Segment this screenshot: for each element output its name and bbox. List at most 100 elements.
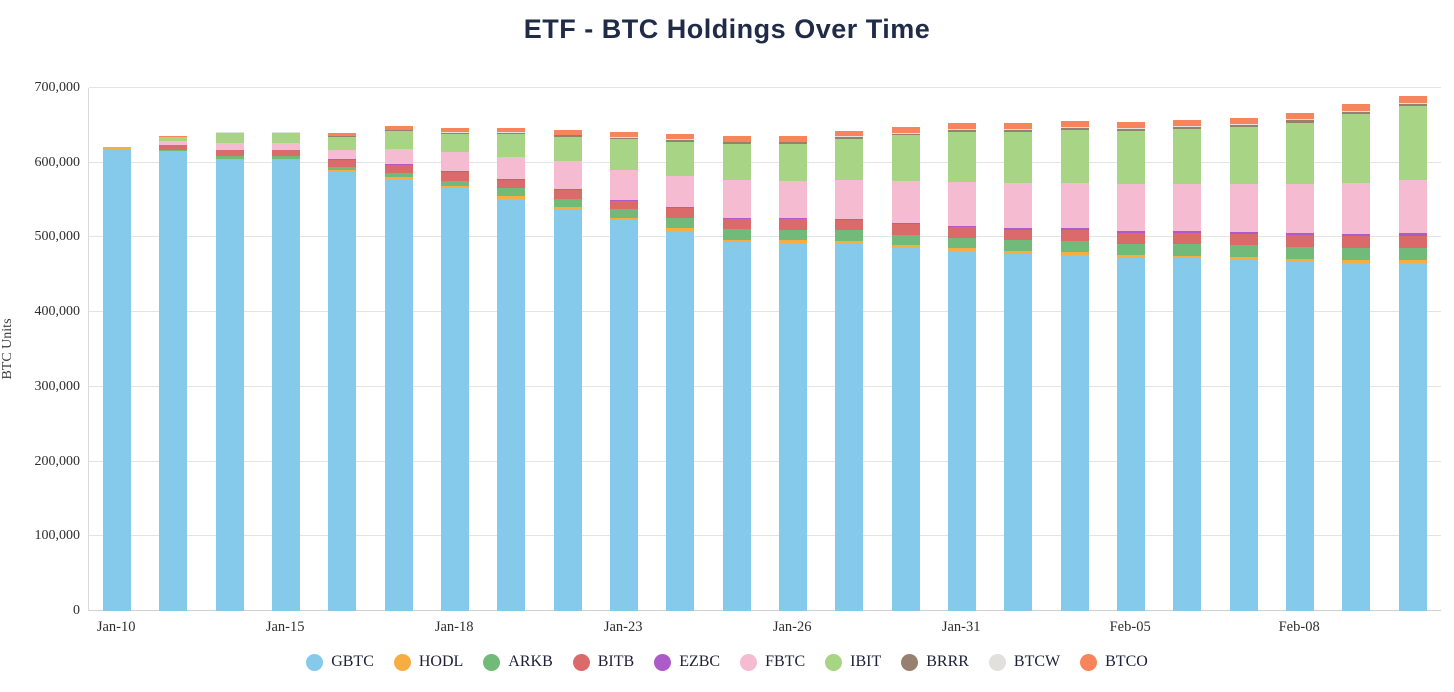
bar-segment-HODL[interactable] [1398, 259, 1427, 263]
bar-segment-BITB[interactable] [666, 208, 695, 219]
bar-segment-BTCO[interactable] [1004, 122, 1033, 129]
bar-segment-BTCW[interactable] [891, 132, 920, 134]
bar-segment-BTCW[interactable] [1117, 127, 1146, 129]
bar-segment-EZBC[interactable] [1229, 232, 1258, 235]
bar-segment-IBIT[interactable] [384, 131, 413, 150]
bar-segment-BITB[interactable] [610, 201, 639, 210]
bar-segment-EZBC[interactable] [722, 217, 751, 220]
bar-segment-FBTC[interactable] [1229, 184, 1258, 232]
bar-segment-BTCO[interactable] [666, 133, 695, 140]
bar-segment-ARKB[interactable] [722, 229, 751, 240]
stacked-bar-Feb-07[interactable] [1229, 117, 1258, 611]
bar-segment-GBTC[interactable] [1398, 262, 1427, 611]
bar-segment-HODL[interactable] [272, 158, 301, 161]
bar-segment-BTCW[interactable] [1229, 124, 1258, 126]
bar-segment-BITB[interactable] [497, 180, 526, 188]
stacked-bar-Jan-26[interactable] [779, 135, 808, 611]
bar-segment-FBTC[interactable] [948, 182, 977, 226]
bar-segment-ARKB[interactable] [1173, 244, 1202, 256]
bar-segment-ARKB[interactable] [1060, 240, 1089, 252]
stacked-bar-Jan-18[interactable] [441, 128, 470, 611]
bar-segment-BTCO[interactable] [1398, 96, 1427, 103]
bar-segment-HODL[interactable] [1229, 257, 1258, 260]
bar-segment-ARKB[interactable] [610, 209, 639, 218]
bar-segment-IBIT[interactable] [1117, 130, 1146, 185]
bar-segment-ARKB[interactable] [441, 180, 470, 186]
bar-segment-FBTC[interactable] [1004, 183, 1033, 228]
bar-segment-BTCO[interactable] [1173, 119, 1202, 126]
bar-segment-IBIT[interactable] [328, 136, 357, 151]
bar-segment-BITB[interactable] [835, 220, 864, 231]
bar-segment-HODL[interactable] [891, 245, 920, 248]
bar-segment-BTCW[interactable] [1173, 125, 1202, 127]
bar-segment-BRRR[interactable] [1173, 127, 1202, 130]
bar-segment-HODL[interactable] [835, 240, 864, 244]
stacked-bar-Feb-01[interactable] [1004, 122, 1033, 611]
stacked-bar-Jan-22[interactable] [553, 130, 582, 611]
bar-segment-GBTC[interactable] [497, 198, 526, 611]
bar-segment-BTCW[interactable] [553, 134, 582, 136]
stacked-bar-Feb-12[interactable] [1398, 96, 1427, 611]
stacked-bar-Jan-10[interactable] [103, 147, 132, 611]
bar-segment-ARKB[interactable] [666, 218, 695, 229]
bar-segment-GBTC[interactable] [328, 171, 357, 611]
bar-segment-ARKB[interactable] [1342, 247, 1371, 260]
bar-segment-HODL[interactable] [1060, 251, 1089, 255]
bar-segment-HODL[interactable] [1117, 254, 1146, 258]
bar-segment-BRRR[interactable] [610, 137, 639, 140]
bar-segment-BTCO[interactable] [835, 130, 864, 137]
bar-segment-BTCW[interactable] [441, 132, 470, 133]
bar-segment-GBTC[interactable] [272, 160, 301, 611]
bar-segment-IBIT[interactable] [1229, 127, 1258, 185]
bar-segment-BTCW[interactable] [722, 141, 751, 143]
stacked-bar-Feb-05[interactable] [1117, 121, 1146, 611]
bar-segment-BITB[interactable] [1286, 235, 1315, 247]
stacked-bar-Jan-31[interactable] [948, 123, 977, 611]
bar-segment-IBIT[interactable] [1004, 131, 1033, 184]
bar-segment-HODL[interactable] [1173, 255, 1202, 259]
bar-segment-IBIT[interactable] [1060, 130, 1089, 183]
bar-segment-ARKB[interactable] [1004, 240, 1033, 252]
bar-segment-BRRR[interactable] [328, 135, 357, 137]
bar-segment-BRRR[interactable] [215, 132, 244, 134]
bar-segment-EZBC[interactable] [948, 225, 977, 228]
bar-segment-BRRR[interactable] [1004, 129, 1033, 132]
legend-item-BTCW[interactable]: BTCW [988, 653, 1060, 671]
legend-item-BRRR[interactable]: BRRR [901, 653, 969, 671]
bar-segment-HODL[interactable] [1286, 258, 1315, 262]
bar-segment-ARKB[interactable] [1398, 247, 1427, 260]
bar-segment-IBIT[interactable] [891, 135, 920, 181]
bar-segment-IBIT[interactable] [497, 134, 526, 157]
bar-segment-GBTC[interactable] [948, 250, 977, 611]
bar-segment-BRRR[interactable] [497, 132, 526, 135]
bar-segment-BTCW[interactable] [1342, 110, 1371, 113]
bar-segment-BITB[interactable] [891, 224, 920, 235]
bar-segment-IBIT[interactable] [835, 138, 864, 180]
bar-segment-BRRR[interactable] [1229, 125, 1258, 128]
bar-segment-GBTC[interactable] [1117, 257, 1146, 611]
bar-segment-GBTC[interactable] [610, 220, 639, 611]
bar-segment-EZBC[interactable] [1004, 227, 1033, 230]
bar-segment-FBTC[interactable] [553, 160, 582, 189]
bar-segment-EZBC[interactable] [441, 170, 470, 172]
bar-segment-IBIT[interactable] [666, 141, 695, 177]
bar-segment-BTCO[interactable] [610, 131, 639, 138]
stacked-bar-Jan-30[interactable] [891, 127, 920, 611]
bar-segment-GBTC[interactable] [215, 160, 244, 611]
bar-segment-BITB[interactable] [779, 219, 808, 230]
bar-segment-EZBC[interactable] [1398, 233, 1427, 236]
stacked-bar-Jan-19[interactable] [497, 127, 526, 611]
bar-segment-ARKB[interactable] [948, 237, 977, 249]
bar-segment-BITB[interactable] [159, 145, 188, 150]
bar-segment-IBIT[interactable] [779, 144, 808, 182]
bar-segment-IBIT[interactable] [441, 134, 470, 152]
bar-segment-BITB[interactable] [948, 227, 977, 238]
bar-segment-BTCW[interactable] [666, 139, 695, 141]
bar-segment-BITB[interactable] [1229, 234, 1258, 246]
bar-segment-EZBC[interactable] [497, 179, 526, 181]
bar-segment-ARKB[interactable] [1229, 245, 1258, 258]
bar-segment-GBTC[interactable] [666, 230, 695, 611]
bar-segment-BITB[interactable] [441, 171, 470, 181]
bar-segment-EZBC[interactable] [1286, 233, 1315, 236]
bar-segment-FBTC[interactable] [159, 141, 188, 145]
